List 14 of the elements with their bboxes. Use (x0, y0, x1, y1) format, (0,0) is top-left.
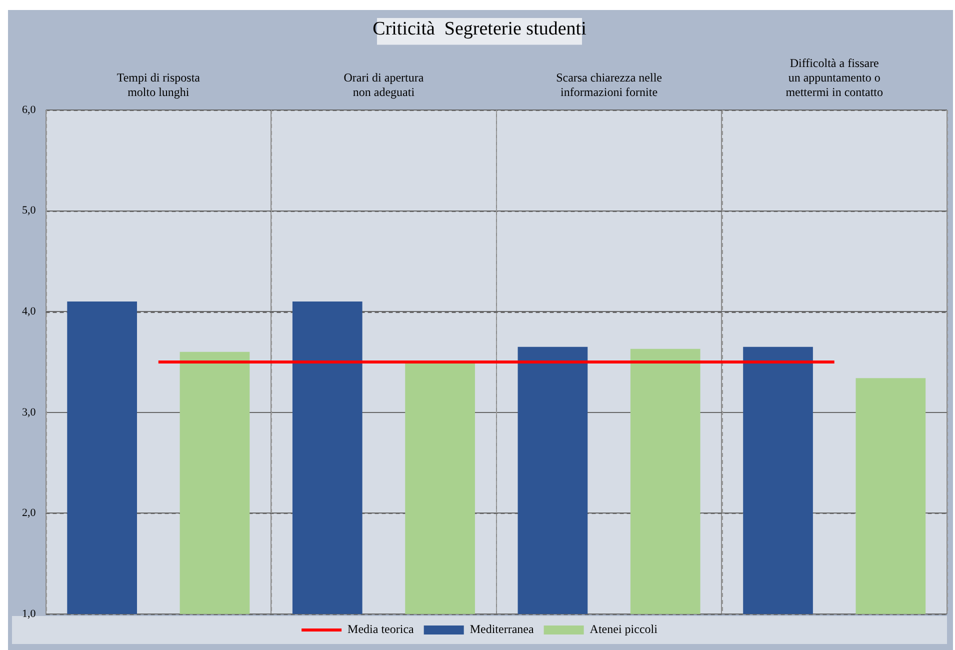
legend-label: Mediterranea (470, 622, 534, 636)
x-tick-label: Scarsa chiarezza nelle informazioni fornite (556, 70, 662, 99)
y-tick-label: 5,0 (22, 204, 36, 217)
y-tick-label: 3,0 (22, 406, 36, 418)
x-tick-label: Tempi di risposta molto lunghi (116, 70, 201, 99)
x-tick-label: Orari di apertura non adeguati (344, 70, 424, 99)
y-tick-label: 6,0 (22, 104, 36, 116)
y-tick-label: 4,0 (22, 305, 36, 318)
y-tick-label: 1,0 (22, 608, 36, 620)
x-tick-label: Difficoltà a fissare un appuntamento o mettermi in contatto (786, 56, 883, 99)
y-tick-label: 2,0 (22, 507, 36, 520)
legend-label: Media teorica (348, 622, 415, 636)
legend-label: Atenei piccoli (590, 622, 658, 636)
chart-title: Criticità Segreterie studenti (372, 18, 586, 40)
